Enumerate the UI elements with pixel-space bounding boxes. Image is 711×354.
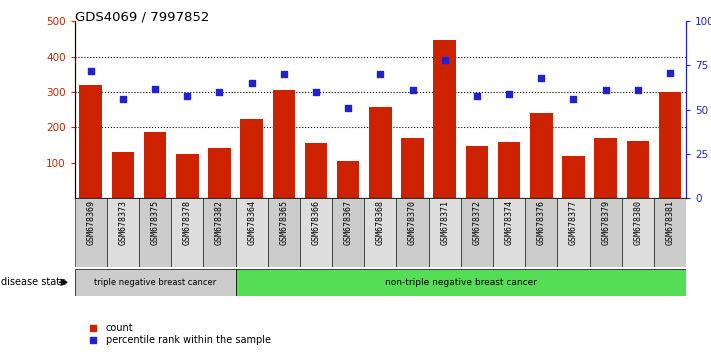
Bar: [589, 198, 621, 267]
Bar: [203, 198, 235, 267]
Text: GSM678380: GSM678380: [634, 200, 642, 245]
Point: [535, 75, 547, 81]
Text: GSM678367: GSM678367: [343, 200, 353, 245]
Text: GSM678364: GSM678364: [247, 200, 256, 245]
Point: [375, 72, 386, 77]
Bar: [594, 138, 617, 198]
Bar: [144, 132, 166, 198]
Bar: [75, 198, 107, 267]
Point: [214, 89, 225, 95]
Text: non-triple negative breast cancer: non-triple negative breast cancer: [385, 278, 537, 287]
Bar: [272, 90, 295, 198]
Bar: [397, 198, 429, 267]
Text: GSM678376: GSM678376: [537, 200, 546, 245]
Point: [149, 86, 161, 91]
Bar: [401, 138, 424, 198]
Bar: [235, 198, 268, 267]
Bar: [466, 146, 488, 198]
Bar: [268, 198, 300, 267]
Bar: [434, 40, 456, 198]
Bar: [337, 161, 360, 198]
Bar: [498, 142, 520, 198]
Bar: [75, 269, 235, 296]
Point: [310, 89, 321, 95]
Point: [439, 57, 451, 63]
Point: [117, 96, 129, 102]
Text: GSM678370: GSM678370: [408, 200, 417, 245]
Bar: [364, 198, 397, 267]
Point: [181, 93, 193, 98]
Point: [632, 87, 643, 93]
Bar: [525, 198, 557, 267]
Bar: [621, 198, 654, 267]
Point: [343, 105, 354, 111]
Text: GSM678372: GSM678372: [472, 200, 481, 245]
Text: GSM678369: GSM678369: [86, 200, 95, 245]
Text: GSM678374: GSM678374: [505, 200, 513, 245]
Bar: [493, 198, 525, 267]
Text: GSM678377: GSM678377: [569, 200, 578, 245]
Bar: [530, 113, 552, 198]
Point: [664, 70, 675, 75]
Bar: [80, 85, 102, 198]
Text: GSM678378: GSM678378: [183, 200, 192, 245]
Text: GSM678379: GSM678379: [602, 200, 610, 245]
Point: [471, 93, 483, 98]
Point: [503, 91, 515, 97]
Bar: [557, 198, 589, 267]
Point: [246, 80, 257, 86]
Text: GDS4069 / 7997852: GDS4069 / 7997852: [75, 11, 209, 24]
Bar: [176, 154, 198, 198]
Bar: [654, 198, 686, 267]
Text: GSM678366: GSM678366: [311, 200, 321, 245]
Bar: [461, 198, 493, 267]
Text: triple negative breast cancer: triple negative breast cancer: [94, 278, 216, 287]
Text: GSM678375: GSM678375: [151, 200, 159, 245]
Point: [278, 72, 289, 77]
Text: GSM678373: GSM678373: [119, 200, 127, 245]
Point: [85, 68, 97, 74]
Bar: [659, 92, 681, 198]
Text: GSM678382: GSM678382: [215, 200, 224, 245]
Bar: [208, 148, 231, 198]
Bar: [305, 143, 327, 198]
Bar: [562, 156, 584, 198]
Text: disease state: disease state: [1, 277, 66, 287]
Bar: [139, 198, 171, 267]
Bar: [626, 141, 649, 198]
Bar: [240, 119, 263, 198]
Point: [600, 87, 611, 93]
Bar: [112, 152, 134, 198]
Text: GSM678368: GSM678368: [376, 200, 385, 245]
Bar: [332, 198, 364, 267]
Bar: [171, 198, 203, 267]
Bar: [429, 198, 461, 267]
Bar: [107, 198, 139, 267]
Text: GSM678365: GSM678365: [279, 200, 289, 245]
Legend: count, percentile rank within the sample: count, percentile rank within the sample: [80, 319, 274, 349]
Point: [568, 96, 579, 102]
Bar: [369, 107, 392, 198]
Bar: [300, 198, 332, 267]
Text: GSM678381: GSM678381: [665, 200, 675, 245]
Text: GSM678371: GSM678371: [440, 200, 449, 245]
Bar: [235, 269, 686, 296]
Point: [407, 87, 418, 93]
